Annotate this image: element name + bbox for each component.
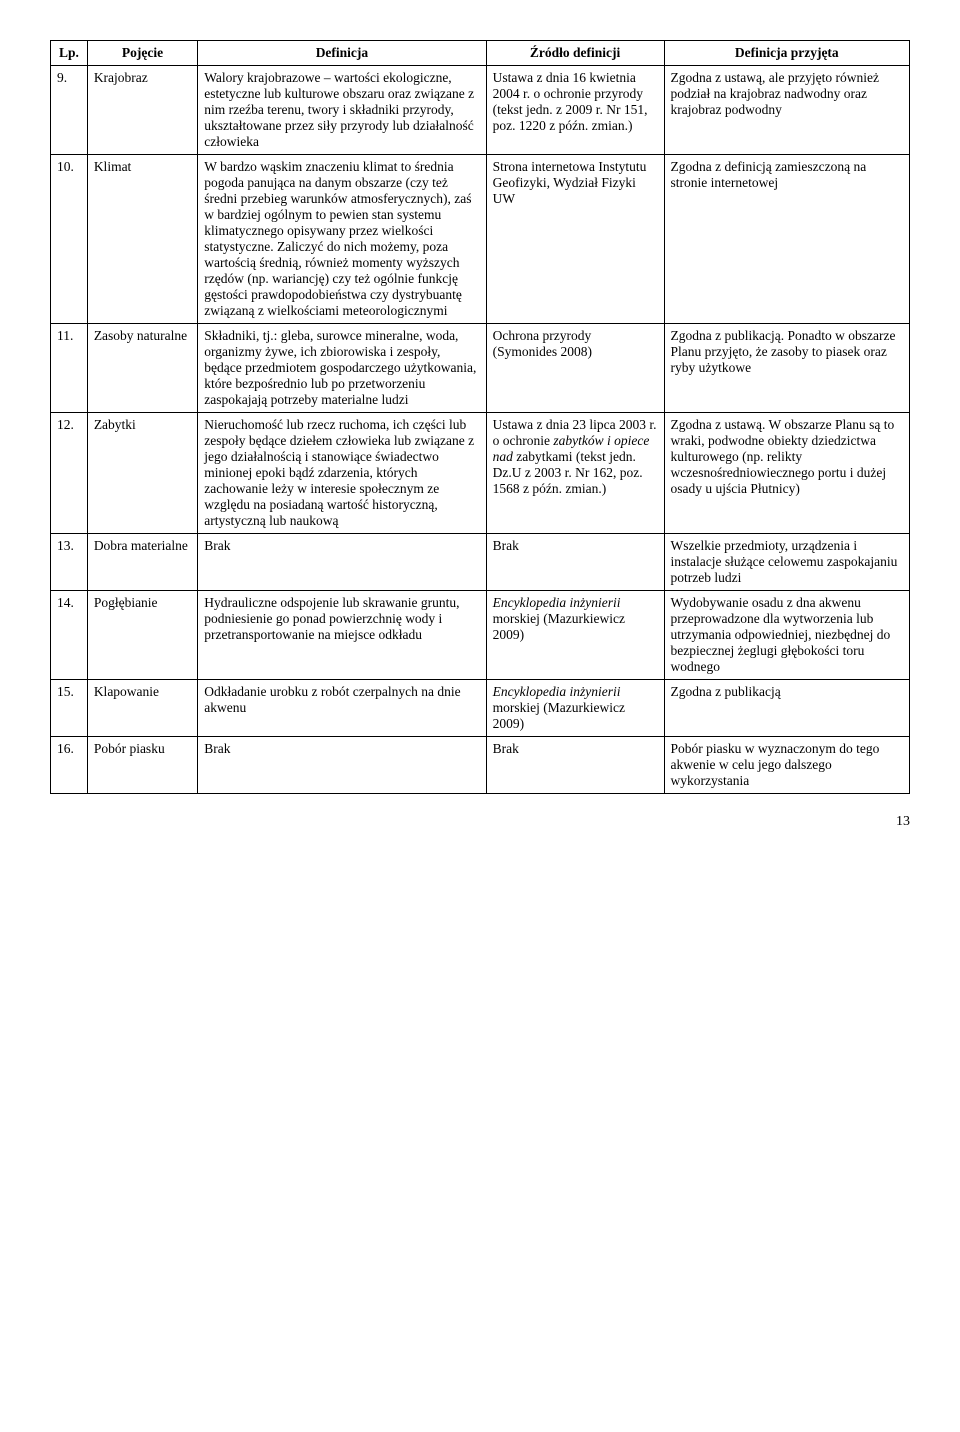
cell-pojecie: Dobra materialne bbox=[87, 534, 197, 591]
cell-lp: 14. bbox=[51, 591, 88, 680]
table-row: 10.KlimatW bardzo wąskim znaczeniu klima… bbox=[51, 155, 910, 324]
cell-pojecie: Krajobraz bbox=[87, 66, 197, 155]
table-row: 16.Pobór piaskuBrakBrakPobór piasku w wy… bbox=[51, 737, 910, 794]
cell-przyjeta: Zgodna z publikacją. Ponadto w obszarze … bbox=[664, 324, 909, 413]
table-row: 12.ZabytkiNieruchomość lub rzecz ruchoma… bbox=[51, 413, 910, 534]
cell-zrodlo: Encyklopedia inżynierii morskiej (Mazurk… bbox=[486, 591, 664, 680]
cell-pojecie: Klimat bbox=[87, 155, 197, 324]
cell-pojecie: Klapowanie bbox=[87, 680, 197, 737]
table-row: 15.KlapowanieOdkładanie urobku z robót c… bbox=[51, 680, 910, 737]
cell-przyjeta: Wydobywanie osadu z dna akwenu przeprowa… bbox=[664, 591, 909, 680]
cell-zrodlo: Brak bbox=[486, 534, 664, 591]
cell-przyjeta: Zgodna z ustawą. W obszarze Planu są to … bbox=[664, 413, 909, 534]
cell-definicja: Odkładanie urobku z robót czerpalnych na… bbox=[198, 680, 486, 737]
cell-zrodlo: Ustawa z dnia 16 kwietnia 2004 r. o ochr… bbox=[486, 66, 664, 155]
cell-lp: 11. bbox=[51, 324, 88, 413]
header-przyjeta: Definicja przyjęta bbox=[664, 41, 909, 66]
cell-przyjeta: Zgodna z ustawą, ale przyjęto również po… bbox=[664, 66, 909, 155]
table-body: 9.KrajobrazWalory krajobrazowe – wartośc… bbox=[51, 66, 910, 794]
cell-lp: 10. bbox=[51, 155, 88, 324]
cell-definicja: Hydrauliczne odspojenie lub skrawanie gr… bbox=[198, 591, 486, 680]
definitions-table: Lp. Pojęcie Definicja Źródło definicji D… bbox=[50, 40, 910, 794]
table-row: 13.Dobra materialneBrakBrakWszelkie prze… bbox=[51, 534, 910, 591]
page-number: 13 bbox=[50, 814, 910, 830]
cell-zrodlo: Ochrona przyrody (Symonides 2008) bbox=[486, 324, 664, 413]
table-row: 9.KrajobrazWalory krajobrazowe – wartośc… bbox=[51, 66, 910, 155]
header-pojecie: Pojęcie bbox=[87, 41, 197, 66]
table-header-row: Lp. Pojęcie Definicja Źródło definicji D… bbox=[51, 41, 910, 66]
cell-przyjeta: Pobór piasku w wyznaczonym do tego akwen… bbox=[664, 737, 909, 794]
header-definicja: Definicja bbox=[198, 41, 486, 66]
cell-pojecie: Pogłębianie bbox=[87, 591, 197, 680]
header-zrodlo: Źródło definicji bbox=[486, 41, 664, 66]
cell-lp: 9. bbox=[51, 66, 88, 155]
cell-definicja: Nieruchomość lub rzecz ruchoma, ich częś… bbox=[198, 413, 486, 534]
cell-pojecie: Pobór piasku bbox=[87, 737, 197, 794]
cell-zrodlo: Strona internetowa Instytutu Geofizyki, … bbox=[486, 155, 664, 324]
table-row: 11.Zasoby naturalneSkładniki, tj.: gleba… bbox=[51, 324, 910, 413]
cell-lp: 15. bbox=[51, 680, 88, 737]
cell-definicja: Brak bbox=[198, 737, 486, 794]
cell-lp: 12. bbox=[51, 413, 88, 534]
cell-definicja: Walory krajobrazowe – wartości ekologicz… bbox=[198, 66, 486, 155]
cell-definicja: Brak bbox=[198, 534, 486, 591]
cell-lp: 13. bbox=[51, 534, 88, 591]
header-lp: Lp. bbox=[51, 41, 88, 66]
cell-pojecie: Zasoby naturalne bbox=[87, 324, 197, 413]
cell-przyjeta: Wszelkie przedmioty, urządzenia i instal… bbox=[664, 534, 909, 591]
cell-przyjeta: Zgodna z definicją zamieszczoną na stron… bbox=[664, 155, 909, 324]
cell-definicja: Składniki, tj.: gleba, surowce mineralne… bbox=[198, 324, 486, 413]
cell-zrodlo: Ustawa z dnia 23 lipca 2003 r. o ochroni… bbox=[486, 413, 664, 534]
cell-zrodlo: Encyklopedia inżynierii morskiej (Mazurk… bbox=[486, 680, 664, 737]
cell-lp: 16. bbox=[51, 737, 88, 794]
cell-pojecie: Zabytki bbox=[87, 413, 197, 534]
cell-zrodlo: Brak bbox=[486, 737, 664, 794]
table-row: 14.PogłębianieHydrauliczne odspojenie lu… bbox=[51, 591, 910, 680]
cell-definicja: W bardzo wąskim znaczeniu klimat to śred… bbox=[198, 155, 486, 324]
cell-przyjeta: Zgodna z publikacją bbox=[664, 680, 909, 737]
